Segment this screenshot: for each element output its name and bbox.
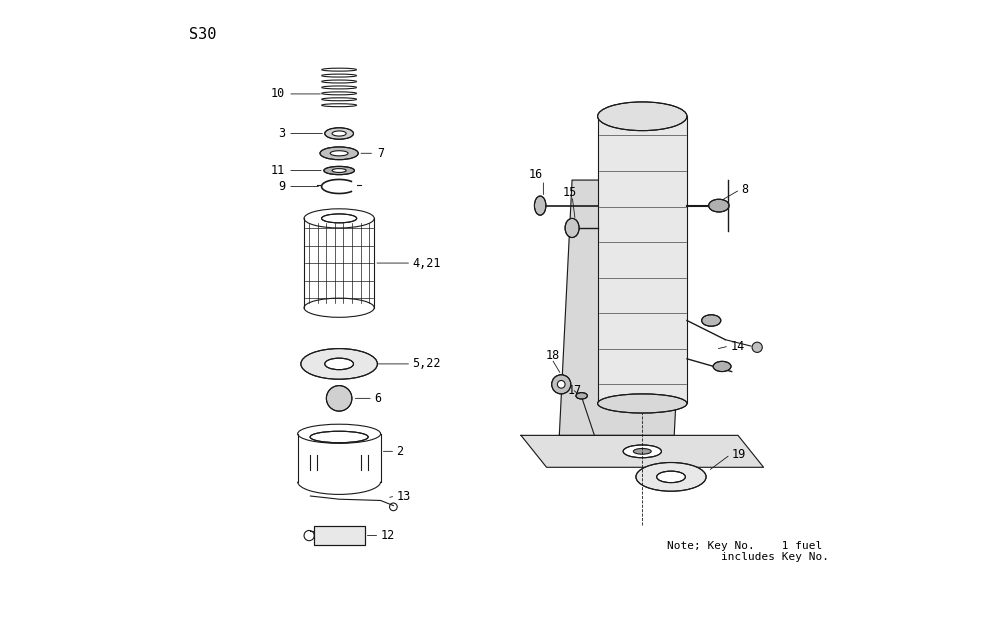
Text: 6: 6	[375, 392, 382, 405]
Text: 16: 16	[528, 169, 543, 181]
Ellipse shape	[332, 169, 346, 172]
Bar	[313, 526, 365, 545]
Text: S30: S30	[189, 27, 216, 42]
Ellipse shape	[636, 463, 707, 491]
Text: 10: 10	[271, 87, 284, 101]
Polygon shape	[521, 435, 763, 467]
Ellipse shape	[301, 349, 378, 379]
Ellipse shape	[576, 393, 588, 399]
Text: 19: 19	[731, 448, 746, 461]
Polygon shape	[559, 180, 687, 435]
Text: Note; Key No.    1 fuel
        includes Key No.: Note; Key No. 1 fuel includes Key No.	[667, 541, 828, 562]
Ellipse shape	[534, 196, 546, 215]
Text: 12: 12	[381, 529, 394, 542]
Text: 15: 15	[563, 187, 577, 199]
Text: 4,21: 4,21	[412, 256, 441, 270]
Text: 2: 2	[396, 445, 403, 458]
Ellipse shape	[325, 358, 354, 370]
Circle shape	[326, 386, 352, 411]
Ellipse shape	[623, 445, 661, 458]
Text: 9: 9	[277, 180, 284, 193]
Circle shape	[752, 342, 762, 353]
Ellipse shape	[310, 431, 369, 443]
Ellipse shape	[657, 471, 686, 483]
Circle shape	[552, 375, 571, 394]
Ellipse shape	[324, 167, 355, 174]
Ellipse shape	[702, 315, 720, 326]
Ellipse shape	[633, 449, 651, 454]
Bar	[598, 116, 687, 403]
Ellipse shape	[330, 151, 348, 156]
Ellipse shape	[322, 214, 357, 223]
Text: 5,22: 5,22	[412, 358, 441, 370]
Ellipse shape	[598, 102, 687, 131]
Ellipse shape	[320, 147, 359, 160]
Text: 3: 3	[277, 127, 284, 140]
Ellipse shape	[709, 199, 729, 212]
Text: 13: 13	[396, 490, 411, 503]
Ellipse shape	[714, 362, 731, 372]
Ellipse shape	[332, 131, 346, 136]
Bar	[313, 526, 365, 545]
Text: 17: 17	[568, 384, 582, 397]
Text: 18: 18	[545, 349, 560, 362]
Text: 7: 7	[378, 147, 385, 160]
Circle shape	[557, 381, 565, 388]
Ellipse shape	[325, 128, 354, 139]
Ellipse shape	[565, 219, 579, 238]
Text: 8: 8	[741, 183, 748, 196]
Text: 14: 14	[730, 340, 744, 353]
Ellipse shape	[598, 394, 687, 413]
Text: 11: 11	[271, 164, 284, 177]
